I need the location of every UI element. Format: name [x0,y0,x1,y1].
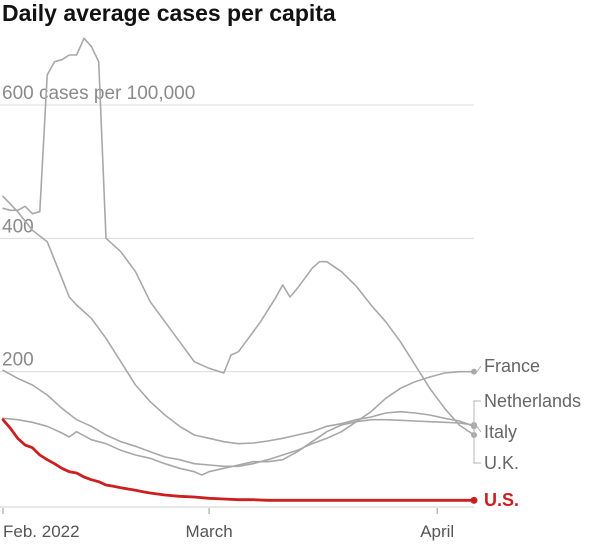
x-tick-label: April [420,522,454,541]
series-end-marker [470,496,478,504]
leader-line [476,426,482,433]
series-line-italy [2,195,475,445]
leader-line [473,425,481,464]
y-tick-label: 200 [2,350,34,371]
x-axis: Feb. 2022 March April [0,506,474,541]
series-line-u-s [1,418,476,502]
y-tick-label: 600 cases per 100,000 [2,83,195,104]
series-layer [1,37,478,504]
series-label: Netherlands [484,391,581,411]
series-label: U.K. [484,453,519,473]
x-tick-label: Feb. 2022 [3,522,80,541]
series-line-netherlands [2,37,475,436]
label-layer: France Netherlands Italy U.K. U.S. [473,356,581,510]
series-line-france [2,369,475,468]
leader-line [473,400,481,435]
series-label: Italy [484,422,517,442]
chart-title: Daily average cases per capita [2,0,336,26]
series-line-u-k [2,417,475,476]
x-tick-label: March [185,522,232,541]
leader-line [476,365,482,372]
series-label: France [484,356,540,376]
series-label: U.S. [484,490,519,510]
series-end-marker [471,368,477,375]
